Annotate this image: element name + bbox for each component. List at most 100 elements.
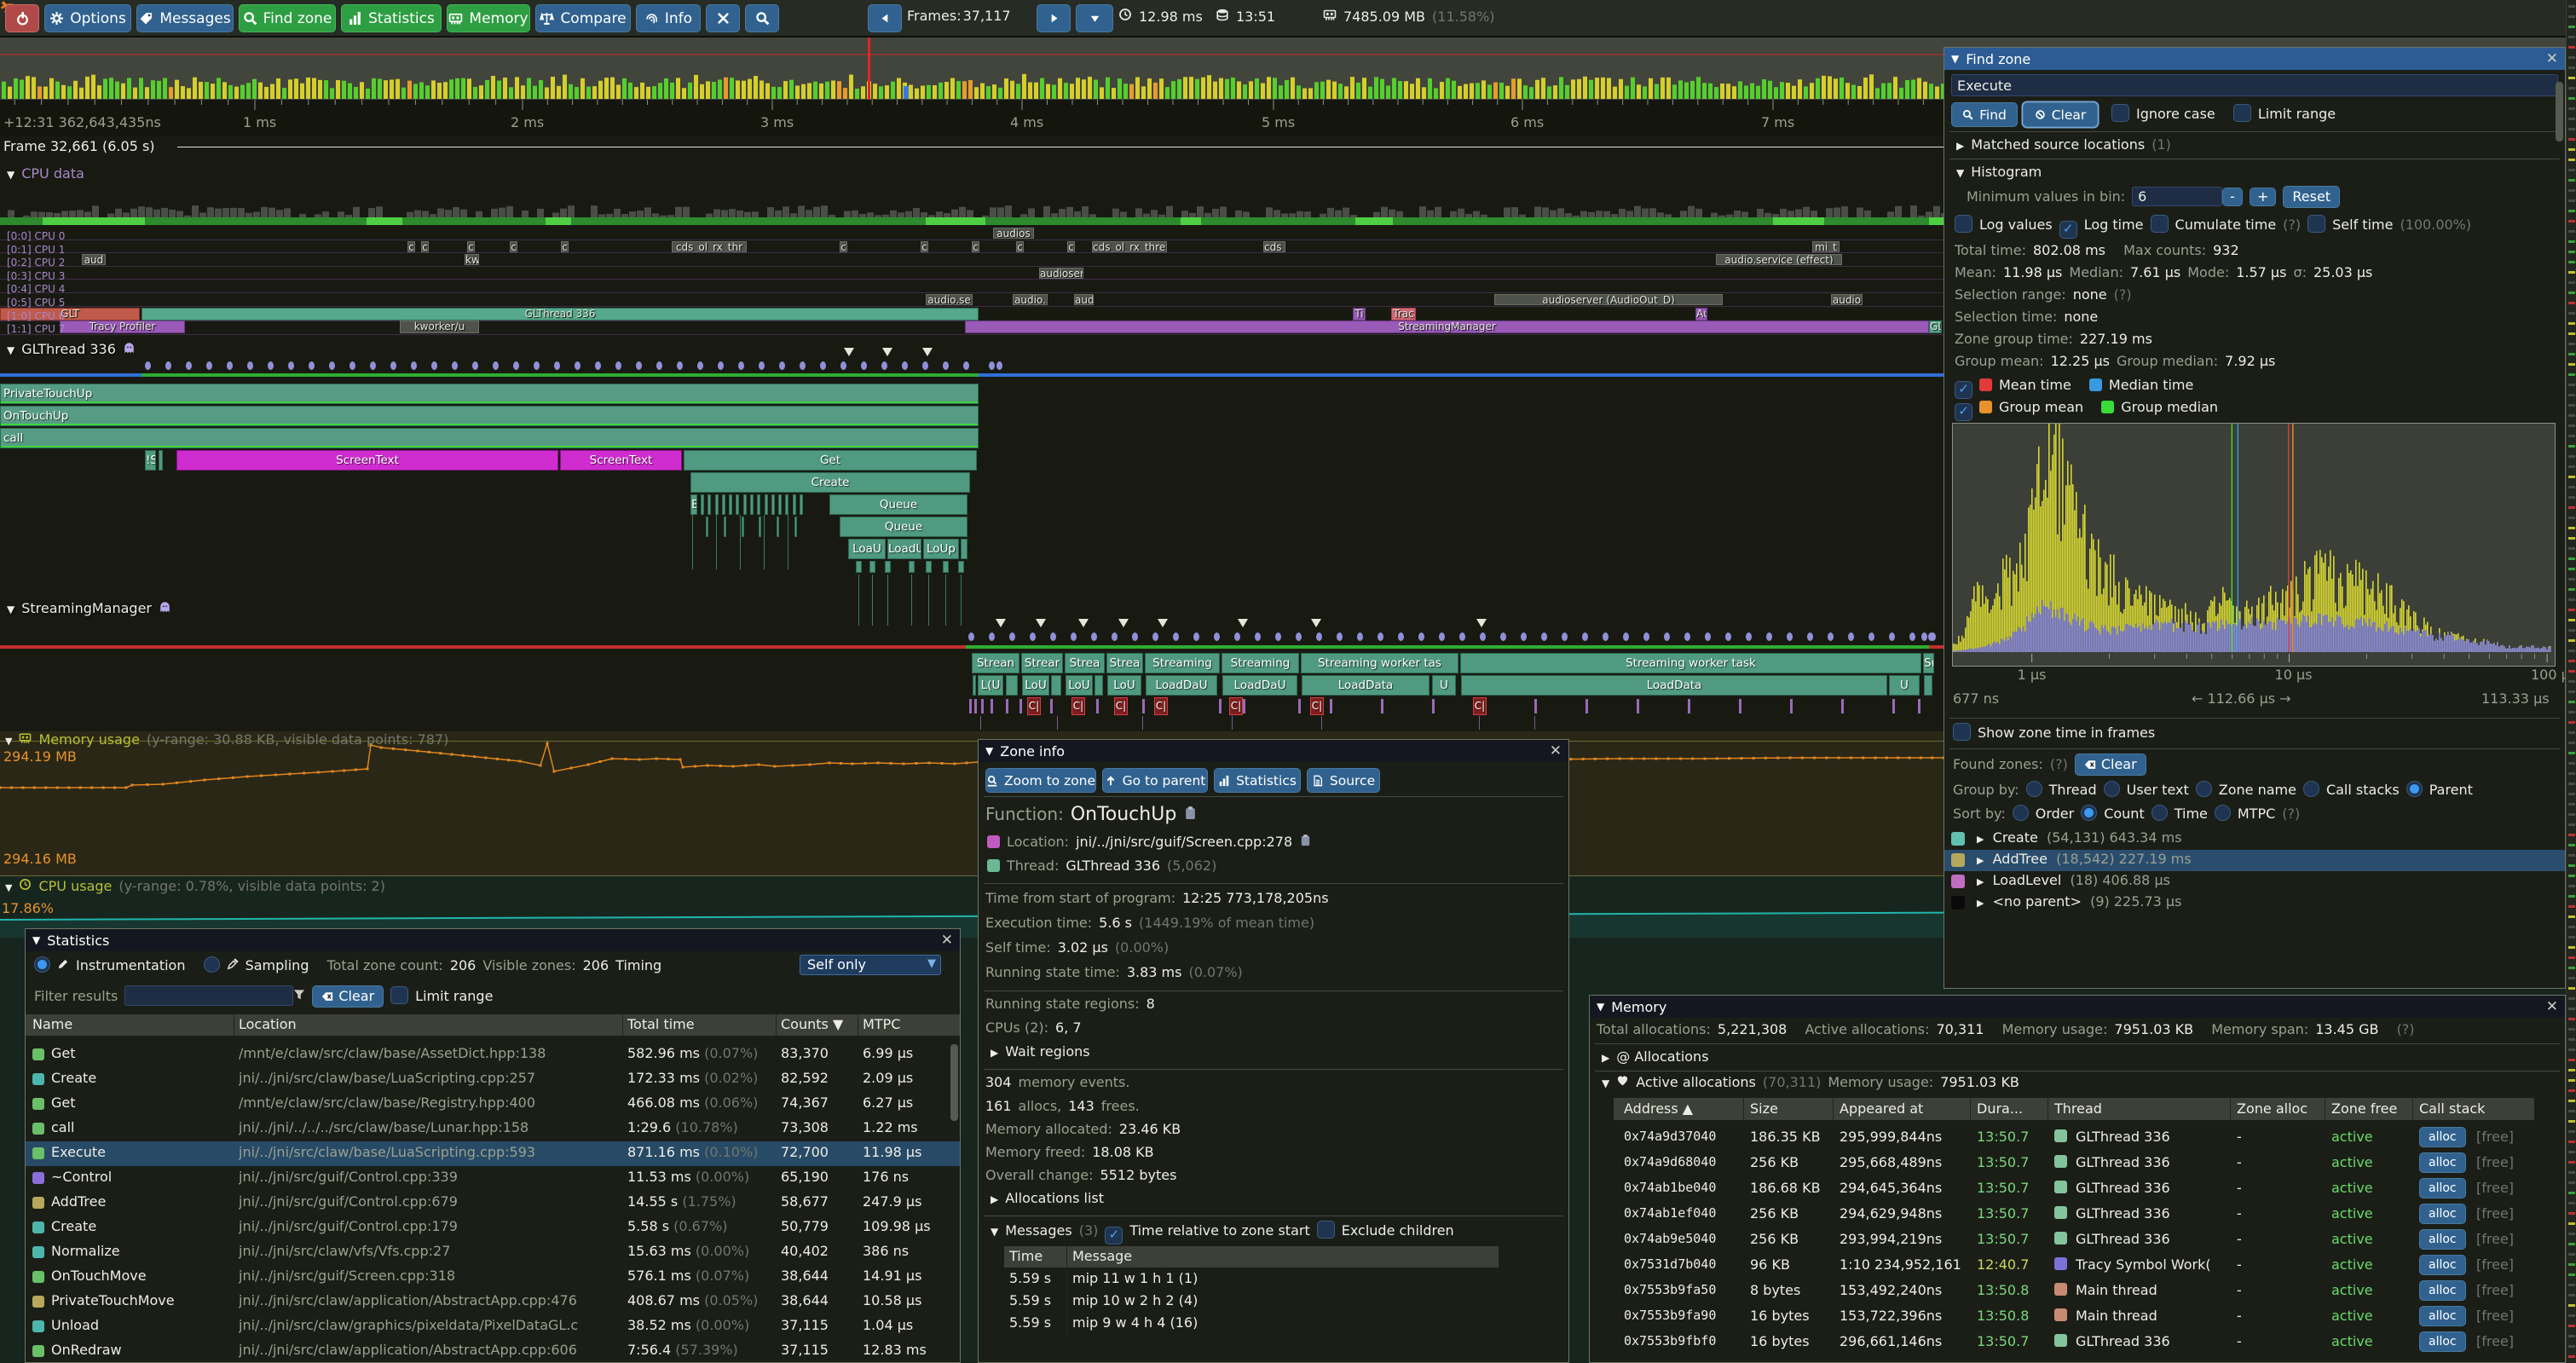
stats-table-row[interactable]: Unload jni/../jni/src/claw/graphics/pixel… <box>26 1314 960 1339</box>
timeline-zone[interactable]: S( <box>1923 653 1934 673</box>
timeline-zone[interactable]: C| <box>1154 697 1168 715</box>
cpu-timeline-segment[interactable]: c <box>407 240 415 252</box>
timeline-zone[interactable]: Streaming worker task <box>1460 653 1921 673</box>
cpu-timeline-segment[interactable]: Trac <box>1391 307 1416 321</box>
stats-table-row[interactable]: Get/mnt/e/claw/src/claw/base/Registry.hp… <box>26 1092 960 1117</box>
timeline-zone[interactable]: Streaming worker tas <box>1301 653 1458 673</box>
find-zone-histogram[interactable] <box>1952 423 2556 667</box>
memory-button[interactable]: Memory <box>447 4 530 32</box>
frame-navigation-strip[interactable] <box>2566 0 2576 1363</box>
zoom-button[interactable] <box>745 4 779 32</box>
cpu-timeline-segment[interactable]: c <box>921 240 928 252</box>
timeline-zone[interactable] <box>1051 675 1061 696</box>
timeline-zone[interactable]: C| <box>1310 697 1324 715</box>
timeline-zone[interactable]: C| <box>1473 697 1487 715</box>
stats-table-row[interactable]: PrivateTouchMove jni/../jni/src/claw/appl… <box>26 1290 960 1314</box>
radio[interactable] <box>2302 781 2319 797</box>
timeline-zone[interactable] <box>159 450 163 471</box>
stats-table-row[interactable]: AddTree jni/../jni/src/guif/Control.cpp:6… <box>26 1191 960 1216</box>
timeline-zone[interactable] <box>785 494 789 515</box>
alloc-callstack-button[interactable]: alloc <box>2419 1280 2466 1301</box>
cpu-timeline-segment[interactable]: GLT <box>0 307 140 321</box>
timeline-zone[interactable] <box>764 494 768 515</box>
next-frame-button[interactable] <box>1037 4 1071 32</box>
alloc-callstack-button[interactable]: alloc <box>2419 1229 2466 1250</box>
found-zone-group-row[interactable]: ▶ AddTree (18,542) 227.19 ms <box>1944 850 2565 871</box>
message-marker[interactable] <box>882 348 892 356</box>
radio[interactable] <box>2012 805 2029 821</box>
cpu-timeline-segment[interactable]: Au <box>1695 307 1707 321</box>
timeline-zone[interactable] <box>1006 675 1018 696</box>
timeline-zone[interactable] <box>961 539 967 559</box>
cpu-timeline-segment[interactable]: audios <box>993 228 1034 239</box>
radio[interactable] <box>2103 781 2120 797</box>
timeline-zone[interactable] <box>759 517 762 537</box>
message-marker[interactable] <box>996 619 1006 627</box>
zone-privatetouchup[interactable]: PrivateTouchUp <box>0 384 979 404</box>
find-zone-search-input[interactable] <box>1951 74 2558 96</box>
timeline-zone[interactable] <box>926 561 932 573</box>
timeline-zone[interactable] <box>1095 675 1103 696</box>
timeline-zone[interactable]: C| <box>1229 697 1243 715</box>
message-marker[interactable] <box>1476 619 1487 627</box>
checkbox[interactable] <box>2232 104 2251 122</box>
timeline-zone[interactable]: L(U <box>978 675 1003 696</box>
stats-table-row[interactable]: call jni/../jni/../../../src/claw/base/Lu… <box>26 1117 960 1141</box>
radio[interactable] <box>2081 805 2098 821</box>
timeline-zone[interactable] <box>885 561 891 573</box>
zoom-to-zone-button[interactable]: Zoom to zone <box>985 768 1096 793</box>
timeline-zone[interactable]: LoU <box>1066 675 1093 696</box>
clear-button[interactable]: Clear <box>2023 102 2098 127</box>
found-zones-clear-button[interactable]: Clear <box>2074 754 2146 776</box>
stats-table-row[interactable]: Get/mnt/e/claw/src/claw/base/AssetDict.h… <box>26 1042 960 1067</box>
timeline-zone[interactable] <box>723 517 726 537</box>
statistics-button[interactable]: Statistics <box>1214 768 1301 793</box>
timeline-zone[interactable] <box>792 494 796 515</box>
message-marker[interactable] <box>922 348 933 356</box>
radio[interactable] <box>2406 781 2423 797</box>
timeline-zone[interactable]: LoadData <box>1302 675 1430 696</box>
cpu-timeline-segment[interactable]: StreamingManager <box>965 321 1929 334</box>
timeline-zone[interactable]: U <box>1889 675 1920 696</box>
find-button[interactable]: Find <box>1951 102 2018 127</box>
timeline-zone[interactable]: Strear <box>1021 653 1063 673</box>
checkbox[interactable]: ✓ <box>2059 221 2077 239</box>
cpu-timeline-segment[interactable]: GLThread 336 <box>142 307 979 321</box>
timeline-zone[interactable] <box>771 494 775 515</box>
compare-button[interactable]: Compare <box>535 4 631 32</box>
cpu-timeline-segment[interactable]: kw <box>465 254 479 266</box>
timeline-zone[interactable] <box>701 494 704 515</box>
radio[interactable] <box>2025 781 2042 797</box>
options-button[interactable]: Options <box>44 4 131 32</box>
cpu-timeline-segment[interactable]: aud <box>1074 294 1094 305</box>
checkbox[interactable] <box>2150 215 2169 233</box>
timeline-zone[interactable]: Create <box>690 472 970 493</box>
statistics-panel-titlebar[interactable]: ▼ Statistics ✕ <box>26 929 960 951</box>
memory-table-row[interactable]: 0x74a9d68040 256 KB 295,668,489ns 13:50.7 GL… <box>1590 1151 2565 1176</box>
timeline-zone[interactable]: LoU <box>1107 675 1141 696</box>
cpu-timeline-segment[interactable]: aud <box>82 254 106 266</box>
timeline-zone[interactable]: LoadUp <box>887 539 921 559</box>
timeline-zone[interactable] <box>729 494 733 515</box>
cpu-timeline-segment[interactable]: Tracy Profiler <box>60 321 185 334</box>
stats-table-row[interactable]: Execute jni/../jni/src/claw/base/LuaScrip… <box>26 1141 960 1166</box>
memory-table-row[interactable]: 0x7553b9fa50 8 bytes 153,492,240ns 13:50.8 M… <box>1590 1279 2565 1304</box>
cpu-timeline-segment[interactable]: audioserver (AudioOut_D) <box>1494 294 1723 305</box>
info-button[interactable]: Info <box>636 4 701 32</box>
timeline-zone[interactable] <box>856 561 862 573</box>
timeline-zone[interactable] <box>736 494 740 515</box>
cpu-timeline-segment[interactable]: audio.service (effect) <box>1716 254 1842 266</box>
radio[interactable] <box>2195 781 2212 797</box>
stats-table-row[interactable]: Create jni/../jni/src/claw/base/LuaScript… <box>26 1067 960 1092</box>
cpu-timeline-segment[interactable]: cds_ol_rx_thr <box>672 240 747 252</box>
timeline-zone[interactable] <box>714 494 719 515</box>
alloc-callstack-button[interactable]: alloc <box>2419 1204 2466 1224</box>
timeline-zone[interactable] <box>973 675 976 696</box>
message-marker[interactable] <box>1036 619 1046 627</box>
minbin-increase-button[interactable]: + <box>2249 188 2277 206</box>
cpu-timeline-segment[interactable]: c <box>467 240 475 252</box>
timeline-zone[interactable] <box>1924 675 1932 696</box>
cpu-timeline-segment[interactable]: kworker/u <box>400 321 479 334</box>
timeline-zone[interactable]: Streaming <box>1222 653 1299 673</box>
minbin-input[interactable] <box>2132 186 2223 206</box>
